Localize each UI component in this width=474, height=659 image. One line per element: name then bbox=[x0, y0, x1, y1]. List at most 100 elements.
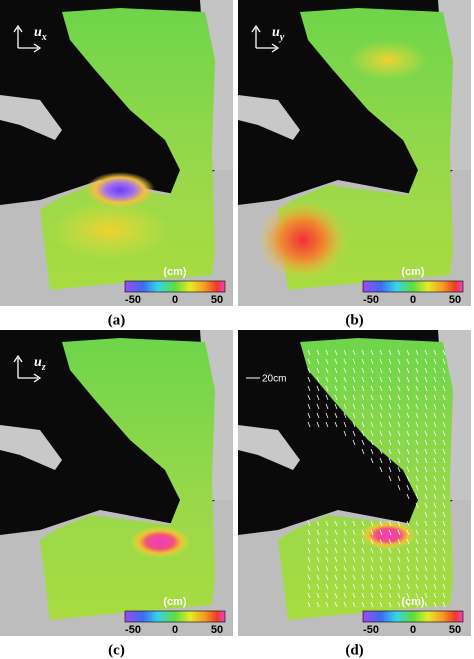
displacement-arrow bbox=[316, 358, 320, 365]
displacement-arrow bbox=[433, 502, 437, 509]
displacement-arrow bbox=[406, 538, 410, 545]
displacement-arrow bbox=[388, 358, 392, 365]
displacement-arrow bbox=[442, 403, 446, 410]
displacement-arrow bbox=[406, 358, 410, 365]
displacement-arrow bbox=[361, 439, 365, 446]
displacement-arrow bbox=[442, 574, 446, 581]
displacement-arrow bbox=[379, 601, 383, 608]
displacement-arrow bbox=[316, 376, 320, 383]
displacement-arrow bbox=[433, 547, 437, 554]
displacement-arrow bbox=[415, 547, 419, 554]
displacement-arrow bbox=[424, 475, 428, 482]
deformation-blob bbox=[258, 200, 348, 280]
displacement-arrow bbox=[415, 475, 419, 482]
displacement-arrow bbox=[307, 538, 311, 545]
displacement-arrow bbox=[334, 556, 338, 563]
displacement-arrow bbox=[370, 349, 374, 356]
displacement-arrow bbox=[334, 592, 338, 599]
displacement-arrow bbox=[352, 358, 356, 365]
displacement-arrow bbox=[424, 403, 428, 410]
displacement-arrow bbox=[325, 583, 329, 590]
displacement-arrow bbox=[433, 385, 437, 392]
displacement-arrow bbox=[325, 529, 329, 536]
land bbox=[0, 425, 62, 470]
displacement-arrow bbox=[361, 592, 365, 599]
displacement-arrow bbox=[406, 376, 410, 383]
displacement-arrow bbox=[415, 385, 419, 392]
displacement-arrow bbox=[442, 439, 446, 446]
displacement-arrow bbox=[424, 556, 428, 563]
displacement-arrow bbox=[379, 349, 383, 356]
displacement-arrow bbox=[307, 574, 311, 581]
displacement-arrow bbox=[415, 583, 419, 590]
displacement-arrow bbox=[325, 592, 329, 599]
displacement-arrow bbox=[415, 376, 419, 383]
displacement-arrow bbox=[316, 556, 320, 563]
colorbar-unit: (cm) bbox=[401, 596, 425, 608]
displacement-arrow bbox=[370, 358, 374, 365]
colorbar-tick-label: 0 bbox=[172, 624, 178, 636]
displacement-arrow bbox=[379, 385, 383, 392]
displacement-arrow bbox=[325, 520, 329, 527]
displacement-arrow bbox=[352, 529, 356, 536]
displacement-arrow bbox=[397, 394, 401, 401]
displacement-arrow bbox=[397, 412, 401, 419]
displacement-arrow bbox=[307, 529, 311, 536]
displacement-arrow bbox=[397, 475, 401, 482]
displacement-arrow bbox=[325, 538, 329, 545]
colorbar-unit: (cm) bbox=[163, 596, 187, 608]
displacement-arrow bbox=[352, 565, 356, 572]
displacement-arrow bbox=[424, 367, 428, 374]
displacement-arrow bbox=[379, 592, 383, 599]
displacement-arrow bbox=[433, 376, 437, 383]
displacement-arrow bbox=[325, 385, 329, 392]
displacement-arrow bbox=[307, 376, 311, 383]
displacement-arrow bbox=[379, 466, 383, 473]
scale-label: 20cm bbox=[262, 374, 286, 385]
displacement-arrow bbox=[406, 565, 410, 572]
displacement-arrow bbox=[352, 385, 356, 392]
displacement-arrow bbox=[397, 556, 401, 563]
displacement-arrow bbox=[442, 601, 446, 608]
displacement-arrow bbox=[325, 403, 329, 410]
displacement-arrow bbox=[424, 394, 428, 401]
displacement-arrow bbox=[343, 367, 347, 374]
displacement-arrow bbox=[325, 556, 329, 563]
panel-label: (d) bbox=[345, 642, 363, 658]
displacement-arrow bbox=[352, 574, 356, 581]
displacement-arrow bbox=[406, 448, 410, 455]
displacement-arrow bbox=[397, 484, 401, 491]
displacement-arrow bbox=[406, 493, 410, 500]
displacement-arrow bbox=[397, 385, 401, 392]
displacement-arrow bbox=[442, 376, 446, 383]
colorbar bbox=[362, 610, 464, 623]
displacement-arrow bbox=[343, 358, 347, 365]
displacement-arrow bbox=[433, 520, 437, 527]
displacement-arrow bbox=[343, 385, 347, 392]
displacement-arrow bbox=[424, 574, 428, 581]
displacement-arrow bbox=[415, 457, 419, 464]
displacement-arrow bbox=[316, 367, 320, 374]
displacement-arrow bbox=[379, 403, 383, 410]
displacement-arrow bbox=[424, 601, 428, 608]
displacement-arrow bbox=[406, 412, 410, 419]
displacement-arrow bbox=[343, 583, 347, 590]
displacement-arrow bbox=[415, 439, 419, 446]
displacement-arrow bbox=[334, 385, 338, 392]
displacement-arrow bbox=[415, 520, 419, 527]
displacement-arrow bbox=[343, 601, 347, 608]
displacement-arrow bbox=[415, 403, 419, 410]
displacement-arrow bbox=[388, 565, 392, 572]
displacement-arrow bbox=[388, 439, 392, 446]
displacement-arrow bbox=[361, 538, 365, 545]
component-base: u bbox=[34, 355, 42, 370]
displacement-arrow bbox=[316, 520, 320, 527]
displacement-arrow bbox=[388, 529, 392, 536]
displacement-arrow bbox=[343, 565, 347, 572]
component-label: uy bbox=[272, 25, 285, 43]
displacement-arrow bbox=[352, 430, 356, 437]
displacement-arrow bbox=[397, 421, 401, 428]
displacement-arrow bbox=[379, 457, 383, 464]
displacement-arrow bbox=[352, 349, 356, 356]
